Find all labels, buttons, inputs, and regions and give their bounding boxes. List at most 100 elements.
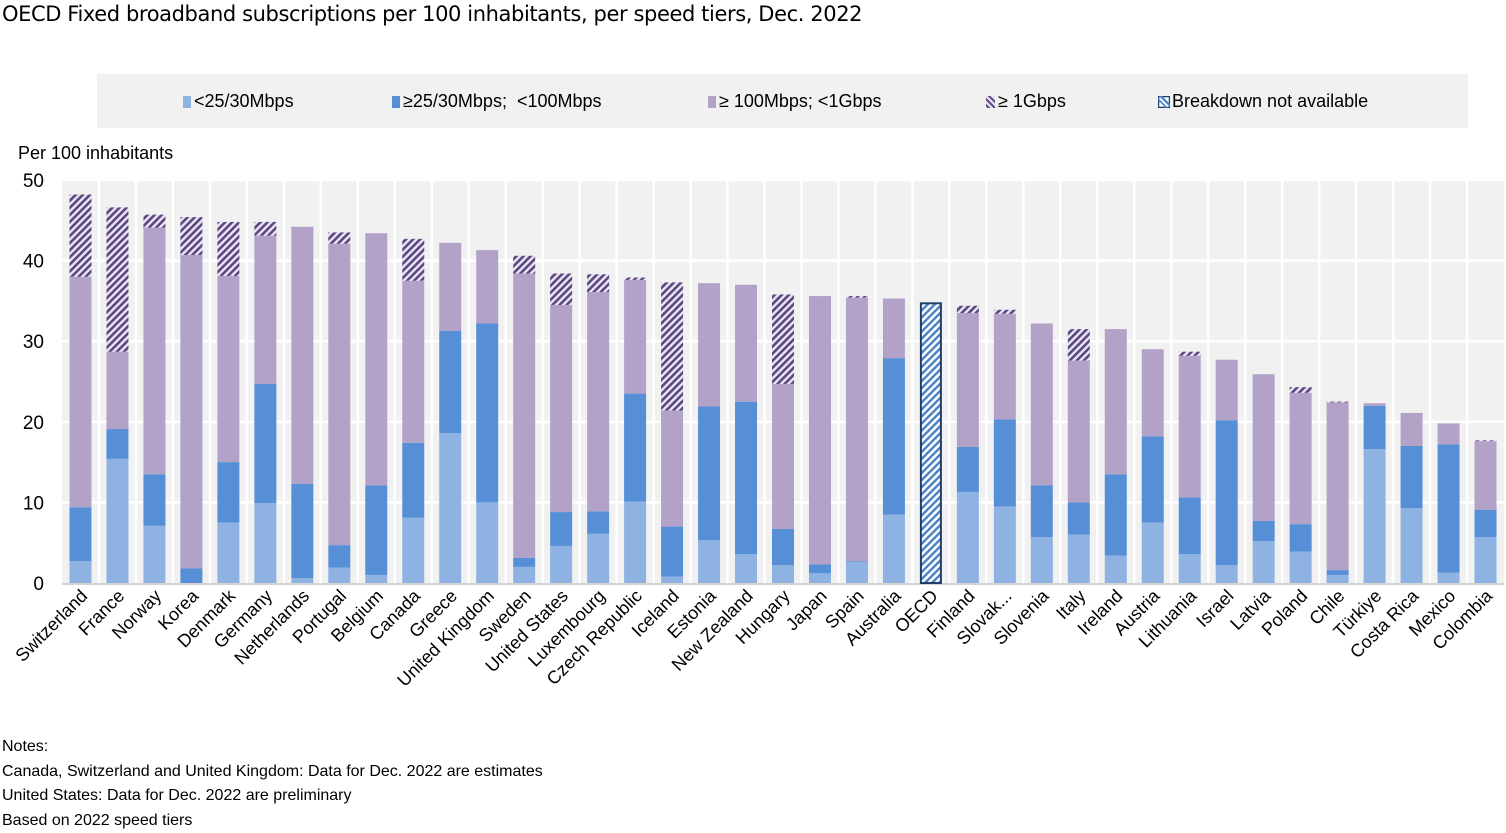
- bar-segment: [957, 313, 979, 447]
- bar-segment: [402, 239, 424, 281]
- bar-segment: [735, 554, 757, 583]
- bar-segment: [809, 564, 831, 573]
- bar-segment: [1364, 406, 1386, 450]
- bar-segment: [1327, 402, 1349, 570]
- bar-stack: [883, 298, 905, 583]
- bar-segment: [772, 384, 794, 529]
- y-tick-label: 0: [33, 574, 44, 595]
- bar-segment: [1327, 575, 1349, 583]
- bar-segment: [476, 502, 498, 583]
- bar-segment: [772, 294, 794, 383]
- bar-stack: [180, 217, 202, 583]
- bar-segment: [1475, 440, 1497, 441]
- bar-segment: [1068, 535, 1090, 583]
- bar-stack: [957, 306, 979, 583]
- bar-segment: [328, 545, 350, 568]
- bar-segment: [1364, 449, 1386, 583]
- note-line: Canada, Switzerland and United Kingdom: …: [2, 760, 543, 785]
- bar-stack: [1031, 323, 1053, 583]
- bar-segment: [1179, 356, 1201, 498]
- bar-stack: [69, 195, 91, 583]
- bar-segment: [1142, 349, 1164, 436]
- bar-stack: [143, 215, 165, 583]
- x-tick-label: Japan: [782, 586, 831, 635]
- bar-segment: [809, 573, 831, 583]
- bar-segment: [1401, 446, 1423, 508]
- bar-stack: [809, 296, 831, 583]
- bar-segment: [254, 236, 276, 384]
- bar-segment: [328, 244, 350, 545]
- bar-segment: [1438, 444, 1460, 572]
- bar-stack: [1179, 352, 1201, 583]
- bar-segment: [957, 306, 979, 313]
- bar-stack: [624, 278, 646, 583]
- bar-segment: [661, 577, 683, 583]
- bar-segment: [1327, 402, 1349, 403]
- bar-segment: [106, 429, 128, 459]
- bar-segment: [1216, 420, 1238, 565]
- bar-segment: [1475, 510, 1497, 537]
- bar-segment: [143, 474, 165, 526]
- bar-segment: [698, 540, 720, 583]
- bar-segment: [217, 276, 239, 462]
- bar-segment: [994, 506, 1016, 583]
- bar-segment: [624, 502, 646, 583]
- bar-segment: [1068, 361, 1090, 503]
- bar-segment: [735, 285, 757, 402]
- bar-segment: [143, 526, 165, 583]
- bar-segment: [809, 296, 831, 564]
- bar-segment: [735, 402, 757, 554]
- bar-segment: [69, 195, 91, 277]
- bar-segment: [846, 296, 868, 298]
- bar-segment: [661, 282, 683, 410]
- y-tick-label: 20: [23, 413, 44, 434]
- bar-segment: [69, 561, 91, 583]
- bar-segment: [1475, 537, 1497, 583]
- bar-segment: [291, 227, 313, 484]
- bar-segment: [291, 484, 313, 578]
- bar-segment: [217, 523, 239, 583]
- bar-segment: [1216, 565, 1238, 583]
- bar-segment: [402, 443, 424, 518]
- bar-segment: [291, 578, 313, 583]
- bar-segment: [661, 527, 683, 577]
- y-tick-label: 40: [23, 252, 44, 273]
- bar-segment: [254, 384, 276, 503]
- bar-segment: [994, 314, 1016, 420]
- bar-stack: [1216, 360, 1238, 583]
- bar-segment: [1142, 436, 1164, 522]
- bar-segment: [365, 233, 387, 485]
- bar-segment: [365, 485, 387, 574]
- bar-segment: [476, 323, 498, 502]
- bar-segment: [587, 534, 609, 583]
- bar-stack: [1105, 329, 1127, 583]
- bar-segment: [624, 278, 646, 280]
- bar-segment: [513, 567, 535, 583]
- bar-segment: [1068, 329, 1090, 360]
- bar-segment: [1364, 403, 1386, 405]
- notes: Notes: Canada, Switzerland and United Ki…: [2, 735, 543, 833]
- y-tick-label: 50: [23, 171, 44, 192]
- bar-stack: [994, 310, 1016, 583]
- bar-stack: [1364, 403, 1386, 583]
- bar-segment: [1179, 498, 1201, 554]
- bar-segment: [846, 298, 868, 562]
- bar-stack: [1327, 402, 1349, 583]
- bar-segment: [772, 565, 794, 583]
- bar-segment: [587, 511, 609, 534]
- bar-stack: [772, 294, 794, 583]
- bar-segment: [1290, 524, 1312, 551]
- bar-stack: [291, 227, 313, 583]
- bar-segment: [550, 546, 572, 583]
- bar-segment: [513, 558, 535, 567]
- bar-segment: [1401, 413, 1423, 446]
- bar-segment: [846, 561, 868, 562]
- bar-segment: [1105, 556, 1127, 583]
- bar-stack: [328, 232, 350, 583]
- bar-segment: [550, 273, 572, 304]
- bar-segment: [328, 232, 350, 243]
- bar-segment: [624, 394, 646, 502]
- bar-segment: [1475, 441, 1497, 510]
- bar-stack: [513, 256, 535, 583]
- bar-segment: [661, 411, 683, 527]
